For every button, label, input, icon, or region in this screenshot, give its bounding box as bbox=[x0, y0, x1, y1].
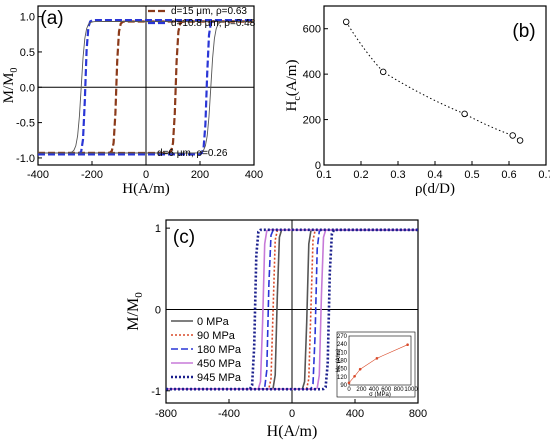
x-axis-title: H(A/m) bbox=[267, 423, 318, 440]
panel-label: (b) bbox=[512, 21, 535, 42]
inset-y-axis-title: Hc (A/m) bbox=[336, 349, 342, 373]
inset-y-tick-label: 210 bbox=[337, 350, 348, 356]
loop-upper-3 bbox=[38, 21, 254, 154]
inset-frame bbox=[348, 335, 412, 386]
data-point-2 bbox=[379, 68, 387, 76]
inset-y-tick-label: 240 bbox=[337, 342, 348, 348]
y-tick-label: 400 bbox=[303, 69, 321, 81]
y-axis-title-rest: (A/m) bbox=[284, 60, 300, 97]
inset-x-tick-label: 1000 bbox=[404, 387, 418, 393]
legend-label-2: 90 MPa bbox=[197, 330, 236, 342]
panel-c: -800 -400 0 400 800 -1 0 1 (c) H(A/m) M/M0 0 MPa 90 … bbox=[125, 219, 427, 440]
y-axis-title-subscript: c bbox=[292, 96, 303, 101]
data-point-3 bbox=[461, 110, 468, 118]
y-tick-label: 0.5 bbox=[20, 47, 35, 59]
panel-a: -400 -200 0 200 400 -1.0 -0.5 0.0 0.5 1.0 (a) H(A/m… bbox=[1, 5, 263, 197]
inset-chart: 0 200 400 600 800 1000 90 120 150 180 210 240 270 σ (… bbox=[336, 331, 418, 398]
x-tick-label: 0.4 bbox=[427, 169, 442, 181]
x-tick-label: 0 bbox=[289, 408, 295, 420]
x-tick-label: -800 bbox=[155, 408, 177, 420]
legend-label-5: 945 MPa bbox=[197, 372, 242, 384]
y-tick-label: -1 bbox=[151, 386, 161, 398]
inset-y-tick-label: 180 bbox=[337, 359, 348, 365]
inset-x-tick-label: 200 bbox=[356, 387, 367, 393]
x-tick-label: 0.5 bbox=[464, 169, 479, 181]
y-tick-label: 0.0 bbox=[20, 82, 35, 94]
inset-x-tick-label: 400 bbox=[369, 387, 380, 393]
inset-y-tick-label: 150 bbox=[337, 367, 348, 373]
x-tick-label: 0.3 bbox=[390, 169, 405, 181]
y-tick-label: 1.0 bbox=[20, 12, 35, 24]
legend-label-2: d=10.8 μm, ρ=0.48 bbox=[171, 18, 256, 29]
inset-background bbox=[336, 331, 416, 398]
x-tick-label: 400 bbox=[245, 169, 263, 181]
y-axis-title: Hc(A/m) bbox=[284, 60, 303, 112]
x-tick-label: 0.1 bbox=[316, 169, 331, 181]
x-tick-label: 800 bbox=[409, 408, 427, 420]
x-tick-label: 0.6 bbox=[501, 169, 516, 181]
y-tick-label: 200 bbox=[303, 115, 321, 127]
inset-y-tick-label: 120 bbox=[337, 375, 348, 381]
inset-fit-line bbox=[348, 344, 408, 383]
x-axis-title: H(A/m) bbox=[122, 181, 170, 197]
legend-label-3: d=6 μm, ρ=0.26 bbox=[157, 148, 228, 159]
legend-label-1: d=15 μm, ρ=0.63 bbox=[171, 6, 247, 17]
legend-label-1: 0 MPa bbox=[197, 316, 230, 328]
legend-label-4: 450 MPa bbox=[197, 358, 242, 370]
inset-x-axis-title: σ (MPa) bbox=[369, 392, 391, 398]
x-tick-label: 0 bbox=[143, 169, 149, 181]
panel-b: 0.1 0.2 0.3 0.4 0.5 0.6 0.7 0 200 400 600 (b) ρ(d/D)… bbox=[284, 5, 550, 197]
y-axis-title: M/M0 bbox=[1, 68, 20, 104]
inset-y-tick-label: 270 bbox=[337, 334, 348, 340]
x-tick-label: 0.7 bbox=[538, 169, 550, 181]
y-axis-title: M/M0 bbox=[125, 292, 145, 331]
loop-lower-2 bbox=[38, 19, 254, 156]
y-tick-label: 0 bbox=[155, 304, 161, 316]
inset-x-tick-label: 0 bbox=[347, 387, 351, 393]
x-tick-label: 400 bbox=[346, 408, 364, 420]
data-point-4 bbox=[509, 132, 516, 139]
x-tick-label: 200 bbox=[191, 169, 209, 181]
inset-y-tick-label: 90 bbox=[340, 383, 347, 389]
panel-label: (a) bbox=[40, 8, 63, 29]
inset-x-tick-label: 800 bbox=[394, 387, 405, 393]
data-point-5 bbox=[516, 137, 524, 144]
x-tick-label: -200 bbox=[81, 169, 103, 181]
x-tick-label: 0.2 bbox=[353, 169, 368, 181]
x-tick-label: -400 bbox=[27, 169, 49, 181]
x-tick-label: -400 bbox=[218, 408, 240, 420]
y-tick-label: 1 bbox=[155, 223, 161, 235]
y-axis-title-subscript: 0 bbox=[133, 292, 145, 298]
fit-curve bbox=[345, 21, 521, 141]
y-tick-label: 0 bbox=[315, 160, 321, 172]
loop-lower-5 bbox=[166, 228, 418, 391]
y-tick-label: -1.0 bbox=[16, 153, 35, 165]
y-tick-label: 600 bbox=[303, 24, 321, 36]
panel-label: (c) bbox=[173, 227, 195, 248]
x-axis-title: ρ(d/D) bbox=[415, 181, 455, 197]
legend-label-3: 180 MPa bbox=[197, 344, 242, 356]
inset-x-tick-label: 600 bbox=[381, 387, 392, 393]
data-point-1 bbox=[342, 18, 350, 26]
y-tick-label: -0.5 bbox=[16, 118, 35, 130]
y-axis-title-subscript: 0 bbox=[9, 68, 20, 73]
